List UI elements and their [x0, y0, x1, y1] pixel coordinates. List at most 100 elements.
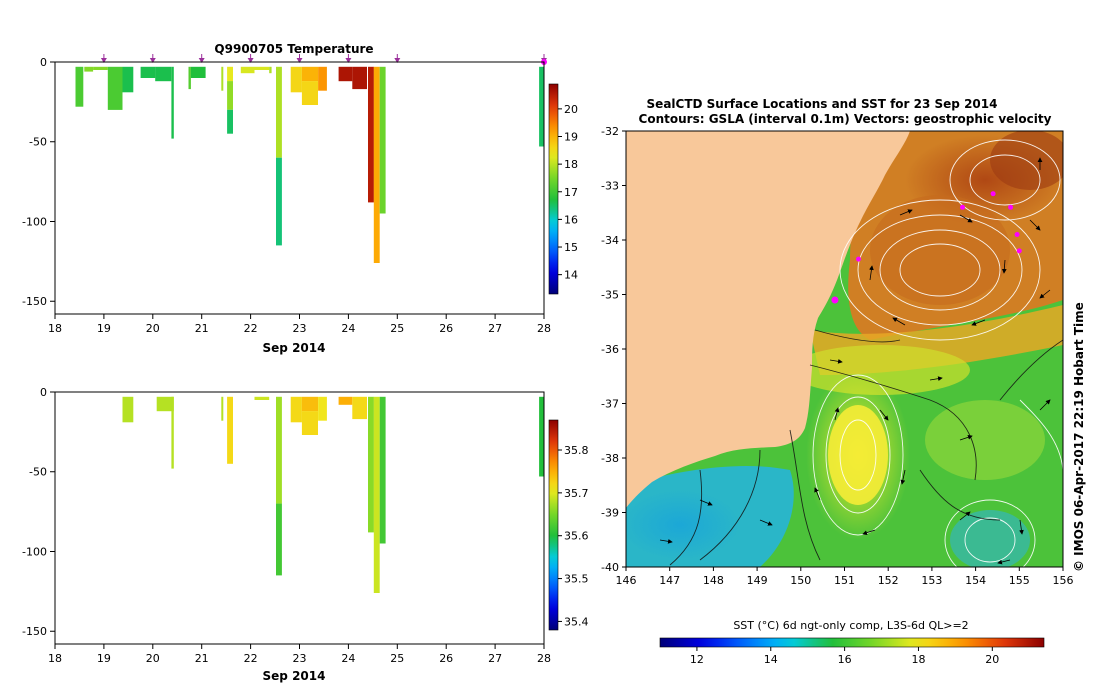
- x-tick-label: 24: [341, 652, 355, 665]
- profile-column-15-seg-0: [539, 396, 544, 477]
- temperature-colorbar: [548, 83, 559, 295]
- salinity-colorbar-ticks: 35.4 35.5 35.6 35.7 35.8: [558, 444, 589, 628]
- seal-location-5: [1014, 232, 1020, 237]
- profile-column-8-seg-0: [188, 66, 191, 90]
- x-tick-label: 23: [293, 652, 307, 665]
- sst-colorbar-tick-label: 18: [911, 653, 925, 666]
- profile-column-9-seg-0: [318, 396, 327, 421]
- salinity-x-axis: 18 19 20 21 22 23 24 25 26 27 28: [48, 644, 551, 665]
- y-tick-label: -50: [29, 136, 47, 149]
- x-tick-label: 26: [439, 652, 453, 665]
- profile-markers: [100, 54, 547, 65]
- profile-column-20-seg-0: [352, 66, 367, 90]
- profile-column-10-seg-0: [338, 396, 353, 405]
- lon-tick-label: 150: [790, 574, 811, 587]
- profile-column-1-seg-0: [156, 396, 174, 412]
- profile-column-13-seg-0: [373, 396, 380, 593]
- sst-colorbar-tick-label: 20: [985, 653, 999, 666]
- salinity-colorbar: [548, 419, 559, 631]
- seal-location-6: [1016, 248, 1022, 254]
- x-tick-label: 18: [48, 652, 62, 665]
- lat-tick-label: -33: [601, 180, 619, 193]
- seal-locations: [831, 191, 1022, 304]
- profile-column-11-seg-0: [352, 396, 367, 420]
- lon-tick-label: 148: [703, 574, 724, 587]
- land-mass: [626, 131, 910, 508]
- seal-location-4: [1008, 204, 1014, 210]
- profile-column-11-seg-0: [227, 66, 233, 82]
- profile-column-9-seg-0: [190, 66, 206, 78]
- profile-column-4-seg-0: [122, 66, 134, 93]
- seal-location-0: [831, 296, 839, 304]
- profile-column-12-seg-0: [368, 396, 374, 533]
- lon-tick-label: 154: [965, 574, 986, 587]
- lat-tick-label: -35: [601, 289, 619, 302]
- x-tick-label: 28: [537, 652, 551, 665]
- profile-column-5-seg-0: [254, 396, 270, 400]
- lon-tick-label: 151: [834, 574, 855, 587]
- lat-tick-label: -36: [601, 343, 619, 356]
- colorbar-tick-label: 14: [564, 269, 578, 282]
- profile-column-23-seg-0: [379, 66, 386, 214]
- colorbar-tick-label: 35.4: [564, 615, 589, 628]
- x-tick-label: 28: [537, 322, 551, 335]
- temperature-columns: [75, 66, 544, 263]
- profile-marker-4: [296, 58, 303, 63]
- x-tick-label: 18: [48, 322, 62, 335]
- temperature-x-axis: 18 19 20 21 22 23 24 25 26 27 28: [48, 314, 551, 335]
- profile-column-7-seg-0: [290, 396, 302, 423]
- colorbar-tick-label: 35.5: [564, 573, 589, 586]
- colorbar-tick-label: 19: [564, 131, 578, 144]
- profile-column-15-seg-0: [276, 66, 282, 158]
- x-tick-label: 20: [146, 322, 160, 335]
- profile-column-0-seg-0: [75, 66, 84, 107]
- colorbar-tick-label: 35.8: [564, 444, 589, 457]
- lon-tick-label: 146: [616, 574, 637, 587]
- x-tick-label: 21: [195, 652, 209, 665]
- profile-column-12-seg-0: [240, 66, 255, 74]
- salinity-columns: [122, 396, 544, 593]
- profile-column-18-seg-0: [318, 66, 327, 91]
- sst-field: [626, 131, 1063, 567]
- profile-column-21-seg-0: [368, 66, 374, 203]
- imos-copyright-label: © IMOS 06-Apr-2017 22:19 Hobart Time: [1072, 302, 1086, 572]
- x-tick-label: 27: [488, 322, 502, 335]
- sst-colorbar-tick-label: 16: [838, 653, 852, 666]
- profile-column-14-seg-0: [269, 66, 272, 74]
- lon-tick-label: 155: [1009, 574, 1030, 587]
- seal-location-1: [856, 256, 861, 262]
- profile-column-10-seg-0: [221, 66, 224, 91]
- temperature-plot-frame: [54, 61, 545, 315]
- map-subtitle: Contours: GSLA (interval 0.1m) Vectors: …: [639, 112, 1052, 126]
- lat-tick-label: -37: [601, 398, 619, 411]
- x-tick-label: 20: [146, 652, 160, 665]
- profile-column-5-seg-0: [140, 66, 156, 78]
- gsla-contours: [812, 139, 1063, 567]
- profile-column-19-seg-0: [338, 66, 353, 82]
- y-tick-label: -150: [22, 625, 47, 638]
- profile-column-16-seg-0: [290, 66, 302, 93]
- profile-marker-1: [149, 58, 156, 63]
- map-longitude-axis: 146 147 148 149 150 151 152 153 154 155 156: [616, 567, 1074, 587]
- profile-column-8-seg-0: [301, 396, 318, 412]
- sst-colorbar-tick-label: 12: [690, 653, 704, 666]
- y-tick-label: -100: [22, 545, 47, 558]
- map-latitude-axis: -32 -33 -34 -35 -36 -37 -38 -39 -40: [601, 125, 626, 574]
- sst-colorbar-ticks: 12 14 16 18 20: [690, 647, 999, 666]
- profile-marker-2: [198, 58, 205, 63]
- profile-column-4-seg-0: [227, 396, 233, 464]
- profile-column-8-seg-1: [301, 411, 318, 435]
- profile-column-3-seg-0: [107, 66, 123, 110]
- y-tick-label: -150: [22, 295, 47, 308]
- temperature-title: Q9900705 Temperature: [214, 42, 373, 56]
- x-tick-label: 27: [488, 652, 502, 665]
- profile-column-13-seg-0: [254, 66, 270, 70]
- colorbar-tick-label: 35.7: [564, 487, 589, 500]
- profile-column-11-seg-2: [227, 109, 233, 134]
- x-tick-label: 22: [244, 322, 258, 335]
- colorbar-tick-label: 16: [564, 213, 578, 226]
- lat-tick-label: -40: [601, 561, 619, 574]
- temperature-y-axis: 0 -50 -100 -150: [22, 56, 55, 308]
- temperature-x-label: Sep 2014: [263, 341, 326, 355]
- profile-column-0-seg-0: [122, 396, 134, 423]
